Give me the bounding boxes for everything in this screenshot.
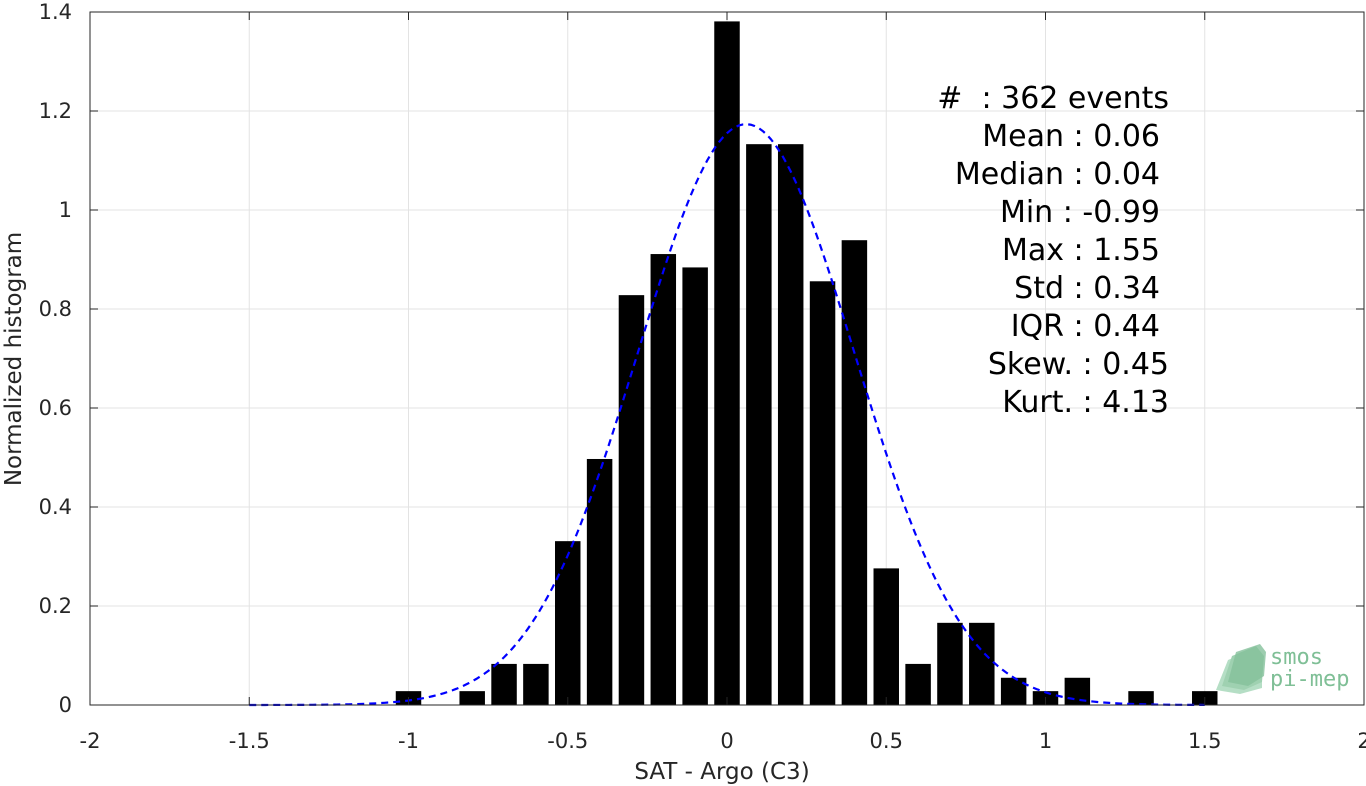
y-tick-label: 0.6 [39, 396, 72, 420]
x-tick-label: 0 [720, 729, 733, 753]
stats-box: # : 362 events Mean : 0.06 Median : 0.04… [937, 81, 1169, 420]
x-axis-ticks: -2 -1.5 -1 -0.5 0 0.5 1 1.5 2 [80, 12, 1366, 753]
histogram-bar [1128, 691, 1154, 705]
stat-std: Std : 0.34 [1014, 271, 1160, 306]
y-tick-label: 1.4 [39, 0, 72, 24]
histogram-bar [586, 458, 613, 705]
x-tick-label: -2 [80, 729, 101, 753]
stat-kurt: Kurt. : 4.13 [1002, 385, 1169, 420]
y-tick-label: 0.8 [39, 297, 72, 321]
histogram-bar [873, 568, 899, 705]
stat-iqr: IQR : 0.44 [1011, 309, 1160, 344]
histogram-bar [714, 21, 740, 705]
histogram-bars [395, 21, 1218, 706]
histogram-bar [650, 254, 677, 705]
stat-min: Min : -0.99 [1000, 195, 1160, 230]
histogram-bar [969, 622, 995, 705]
histogram-bar [777, 144, 804, 706]
y-axis-label: Normalized histogram [1, 232, 27, 486]
logo-waves-icon [1216, 644, 1266, 694]
y-tick-label: 1 [59, 198, 72, 222]
stat-skew: Skew. : 0.45 [988, 347, 1169, 382]
x-tick-label: 0.5 [870, 729, 903, 753]
smos-pi-mep-logo: smos pi-mep [1216, 644, 1349, 694]
histogram-bar [618, 295, 645, 705]
y-axis-ticks: 0 0.2 0.4 0.6 0.8 1 1.2 1.4 [39, 0, 1364, 717]
y-tick-label: 0.4 [39, 495, 72, 519]
histogram-bar [809, 281, 836, 705]
stat-mean: Mean : 0.06 [982, 119, 1160, 154]
y-tick-label: 1.2 [39, 99, 72, 123]
histogram-bar [1000, 677, 1027, 705]
histogram-bar [746, 144, 772, 706]
x-axis-label: SAT - Argo (C3) [634, 759, 809, 785]
y-tick-label: 0.2 [39, 594, 72, 618]
x-tick-label: -1 [398, 729, 419, 753]
logo-line1: smos [1270, 645, 1323, 670]
logo-line2: pi-mep [1270, 667, 1349, 692]
stat-count: # : 362 events [937, 81, 1169, 116]
histogram-bar [555, 541, 581, 705]
x-tick-label: 1.5 [1188, 729, 1221, 753]
x-tick-label: 2 [1357, 729, 1366, 753]
stat-median: Median : 0.04 [955, 157, 1160, 192]
y-tick-label: 0 [59, 693, 72, 717]
histogram-bar [937, 622, 963, 705]
stat-max: Max : 1.55 [1002, 233, 1160, 268]
histogram-bar [491, 663, 517, 705]
histogram-bar [905, 663, 931, 705]
histogram-bar [523, 663, 549, 705]
x-tick-label: 1 [1039, 729, 1052, 753]
histogram-bar [682, 267, 708, 705]
histogram-bar [841, 240, 868, 705]
x-tick-label: -0.5 [547, 729, 588, 753]
x-tick-label: -1.5 [229, 729, 270, 753]
histogram-bar [459, 691, 485, 705]
